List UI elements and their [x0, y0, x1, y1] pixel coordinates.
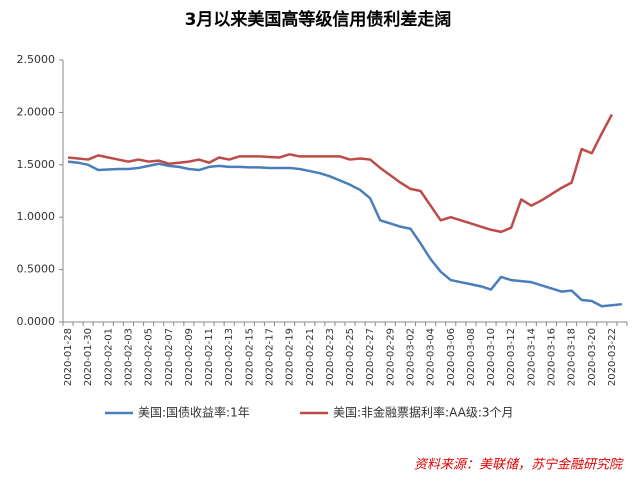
x-tick-label: 2020-03-08 [466, 328, 477, 386]
y-tick-label: 1.0000 [17, 210, 56, 223]
y-tick-label: 2.5000 [17, 53, 56, 66]
series-line [67, 160, 623, 308]
x-tick-label: 2020-02-09 [184, 328, 195, 386]
x-tick-label: 2020-03-10 [486, 328, 497, 386]
x-tick-label: 2020-03-16 [546, 328, 557, 386]
series-line [67, 113, 613, 234]
x-tick-label: 2020-02-05 [144, 328, 155, 386]
x-tick-label: 2020-02-23 [325, 328, 336, 386]
x-tick-label: 2020-03-20 [587, 328, 598, 386]
x-tick-label: 2020-01-28 [63, 328, 74, 386]
x-tick-label: 2020-03-06 [446, 328, 457, 386]
x-tick-label: 2020-02-01 [103, 328, 114, 386]
legend-label: 美国:国债收益率:1年 [138, 405, 250, 420]
x-tick-label: 2020-02-27 [365, 328, 376, 386]
y-tick-label: 1.5000 [17, 158, 56, 171]
x-tick-label: 2020-02-25 [345, 328, 356, 386]
y-tick-label: 0.5000 [17, 263, 56, 276]
x-tick-label: 2020-02-11 [204, 328, 215, 386]
y-tick-label: 2.0000 [17, 105, 56, 118]
legend-label: 美国:非金融票据利率:AA级:3个月 [333, 405, 514, 420]
x-tick-label: 2020-03-04 [426, 328, 437, 386]
x-tick-label: 2020-03-18 [567, 328, 578, 386]
x-tick-label: 2020-02-07 [164, 328, 175, 386]
x-tick-label: 2020-03-12 [506, 328, 517, 386]
chart-title: 3月以来美国高等级信用债利差走阔 [185, 9, 452, 30]
source: 资料来源：美联储，苏宁金融研究院 [414, 457, 624, 473]
x-tick-label: 2020-02-13 [224, 328, 235, 386]
x-tick-label: 2020-02-17 [264, 328, 275, 386]
x-tick-label: 2020-02-15 [244, 328, 255, 386]
x-tick-label: 2020-03-14 [526, 328, 537, 386]
x-tick-label: 2020-02-19 [285, 328, 296, 386]
x-tick-label: 2020-03-22 [607, 328, 618, 386]
x-tick-label: 2020-02-29 [385, 328, 396, 386]
x-tick-label: 2020-01-30 [83, 328, 94, 386]
x-tick-label: 2020-03-02 [405, 328, 416, 386]
x-tick-label: 2020-02-03 [123, 328, 134, 386]
x-tick-label: 2020-02-21 [305, 328, 316, 386]
y-tick-label: 0.0000 [17, 315, 56, 328]
